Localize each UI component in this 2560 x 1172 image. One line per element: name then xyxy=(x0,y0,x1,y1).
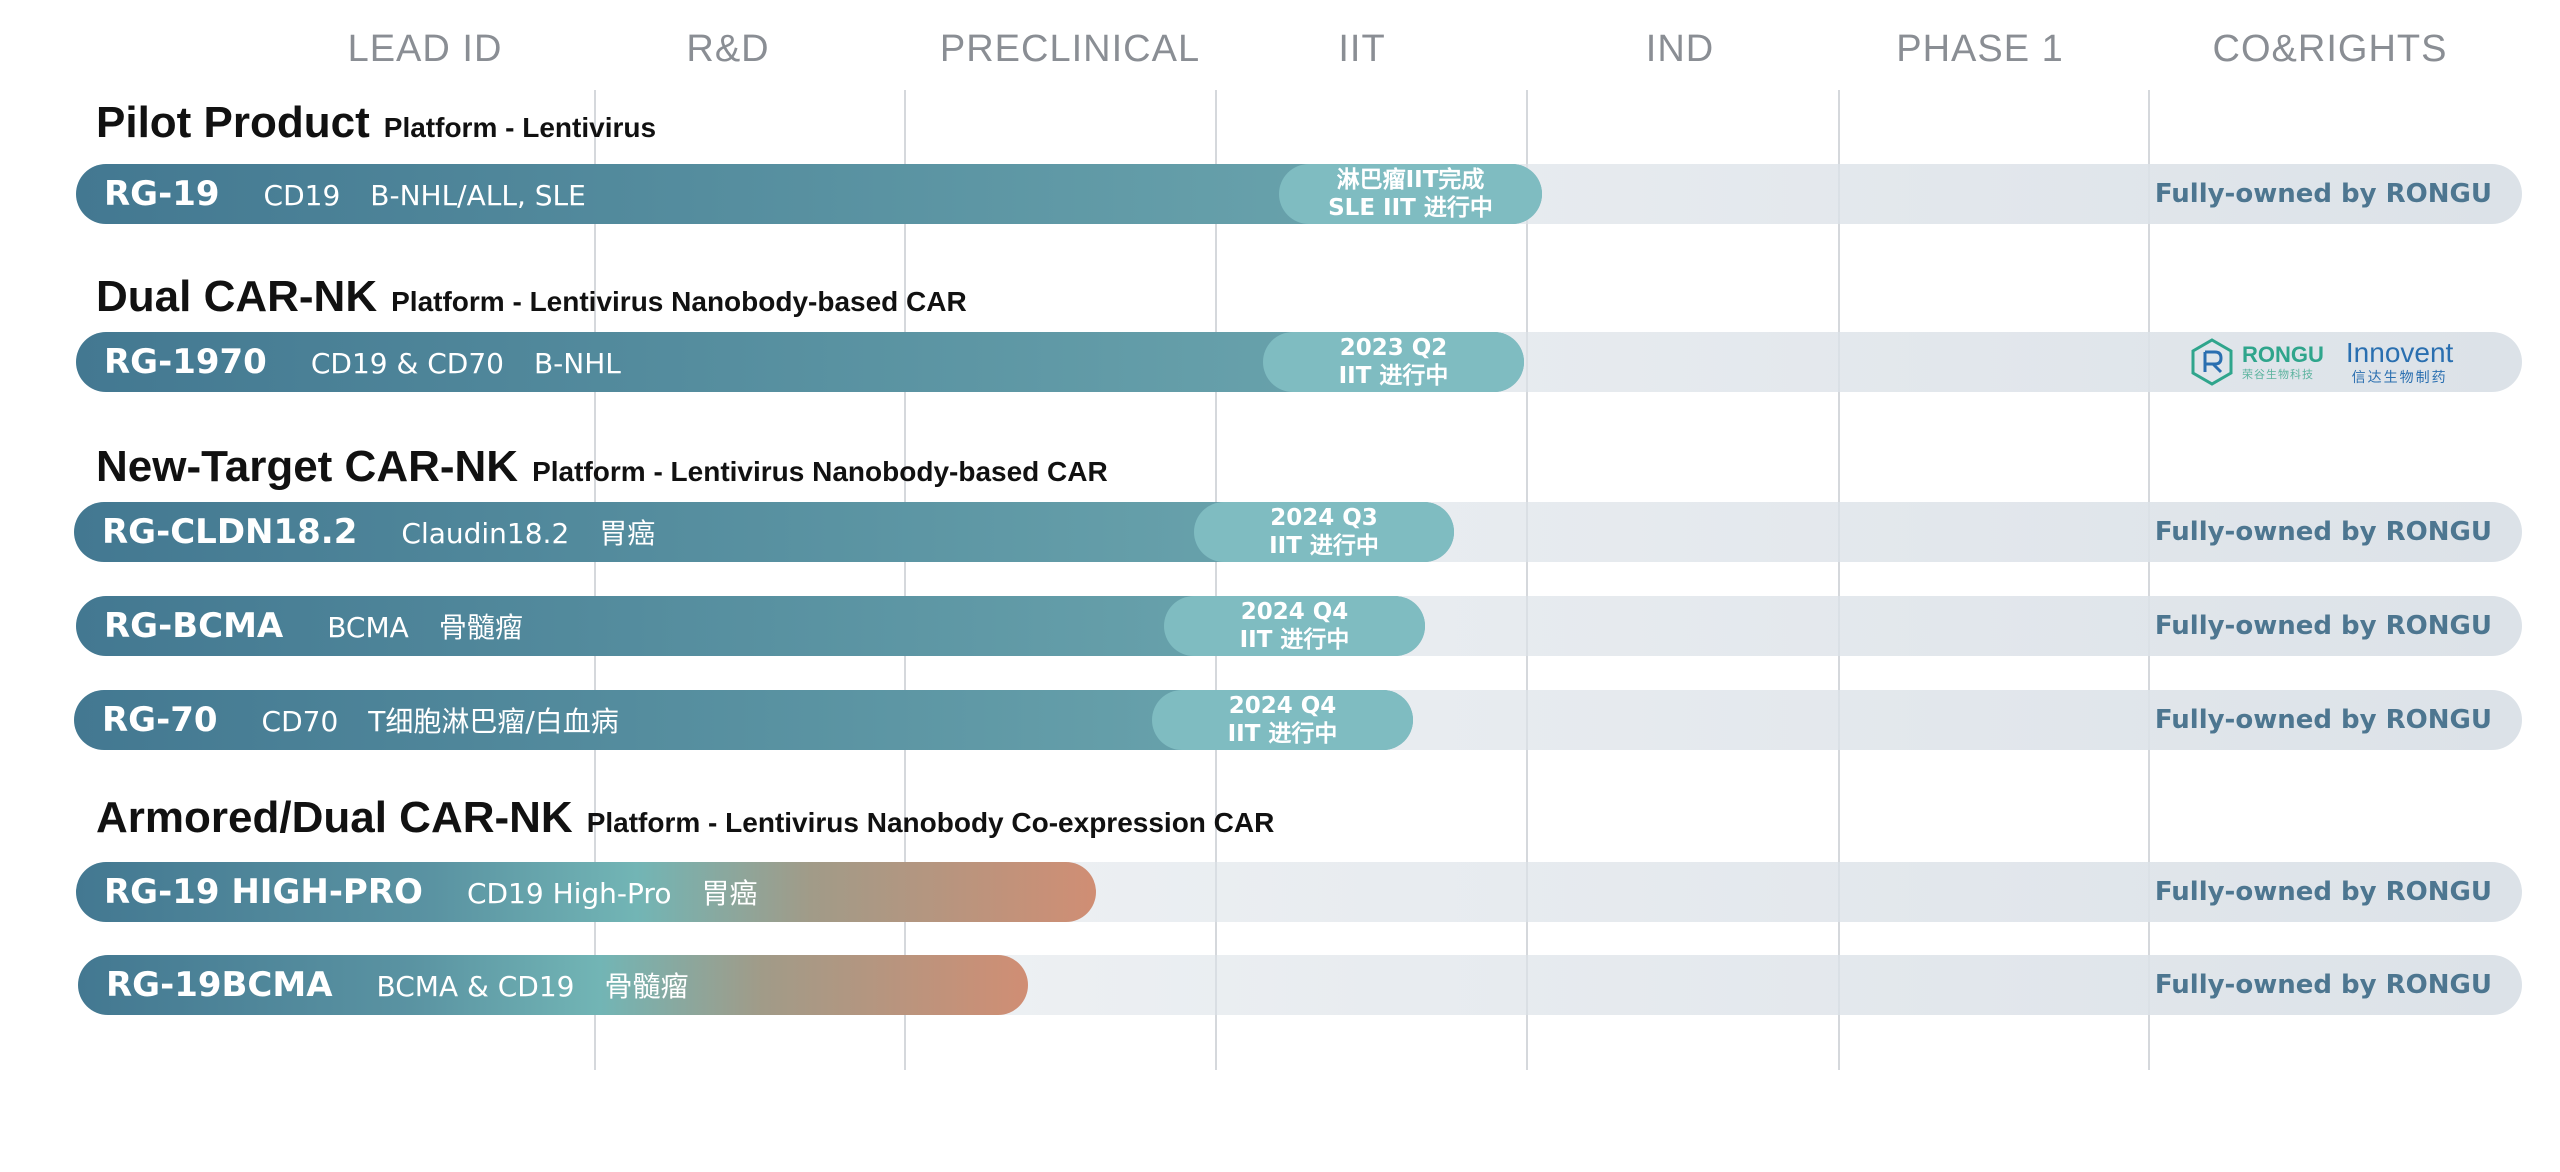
program-target: BCMA xyxy=(327,611,409,644)
section-title: Armored/Dual CAR-NK Platform - Lentivirus… xyxy=(96,793,1274,843)
program-code: RG-19BCMA xyxy=(106,965,333,1005)
program-code: RG-CLDN18.2 xyxy=(102,512,358,552)
program-target: CD70 xyxy=(261,705,339,738)
program-code: RG-70 xyxy=(102,700,218,740)
program-label: RG-70 CD70 T细胞淋巴瘤/白血病 xyxy=(74,690,619,750)
program-label: RG-CLDN18.2 Claudin18.2 胃癌 xyxy=(74,502,655,562)
program-code: RG-BCMA xyxy=(104,606,284,646)
rongu-logo: RONGU 荣谷生物科技 xyxy=(2190,338,2324,386)
section-platform: Platform - Lentivirus xyxy=(383,112,657,143)
program-code: RG-19 HIGH-PRO xyxy=(104,872,423,912)
status-badge: 2024 Q4 IIT 进行中 xyxy=(1152,690,1413,750)
rongu-logo-sub: 荣谷生物科技 xyxy=(2242,368,2314,381)
partner-logos: RONGU 荣谷生物科技 Innovent 信达生物制药 xyxy=(2190,332,2453,392)
program-progress-bar[interactable]: RG-19 HIGH-PRO CD19 High-Pro 胃癌 xyxy=(76,862,1096,922)
innovent-logo: Innovent 信达生物制药 xyxy=(2345,337,2454,386)
program-indication: T细胞淋巴瘤/白血病 xyxy=(368,705,619,738)
program-indication: B-NHL xyxy=(533,347,621,380)
section-name: Dual CAR-NK xyxy=(96,272,378,321)
status-line-1: 2024 Q3 xyxy=(1270,505,1378,531)
rongu-hexagon-icon xyxy=(2191,338,2233,386)
program-indication: 骨髓瘤 xyxy=(438,611,523,644)
program-indication: 胃癌 xyxy=(701,877,758,910)
rights-text: Fully-owned by RONGU xyxy=(2154,877,2492,907)
column-header: PRECLINICAL xyxy=(939,28,1201,70)
column-header: LEAD ID xyxy=(347,28,503,70)
program-indication: 骨髓瘤 xyxy=(604,970,689,1003)
section-platform: Platform - Lentivirus Nanobody-based CAR xyxy=(532,456,1108,487)
column-header: CO&RIGHTS xyxy=(2212,28,2448,70)
program-progress-bar[interactable]: RG-19BCMA BCMA & CD19 骨髓瘤 xyxy=(78,955,1028,1015)
stage-divider-line xyxy=(2148,90,2150,1070)
program-target: CD19 & CD70 xyxy=(310,347,504,380)
status-line-2: IIT 进行中 xyxy=(1338,363,1449,389)
program-target: CD19 xyxy=(263,179,341,212)
rongu-logo-text: RONGU 荣谷生物科技 xyxy=(2242,342,2324,381)
status-badge: 淋巴瘤IIT完成 SLE IIT 进行中 xyxy=(1279,164,1542,224)
status-badge: 2023 Q2 IIT 进行中 xyxy=(1263,332,1524,392)
column-header: IIT xyxy=(1338,28,1386,70)
program-target: Claudin18.2 xyxy=(401,517,570,550)
rongu-logo-name: RONGU xyxy=(2242,342,2324,367)
status-line-1: 2024 Q4 xyxy=(1240,599,1349,625)
program-code: RG-19 xyxy=(104,174,220,214)
status-badge: 2024 Q4 IIT 进行中 xyxy=(1164,596,1425,656)
rights-text: Fully-owned by RONGU xyxy=(2154,611,2492,641)
status-line-1: 淋巴瘤IIT完成 xyxy=(1336,167,1485,193)
stage-divider-line xyxy=(1838,90,1840,1070)
section-title: New-Target CAR-NK Platform - Lentivirus N… xyxy=(96,442,1108,492)
status-line-2: SLE IIT 进行中 xyxy=(1328,195,1493,221)
program-label: RG-19BCMA BCMA & CD19 骨髓瘤 xyxy=(78,955,689,1015)
status-line-1: 2024 Q4 xyxy=(1228,693,1337,719)
rights-text: Fully-owned by RONGU xyxy=(2154,179,2492,209)
status-line-1: 2023 Q2 xyxy=(1339,335,1448,361)
program-target: CD19 High-Pro xyxy=(466,877,672,910)
column-header: IND xyxy=(1645,28,1715,70)
rights-text: Fully-owned by RONGU xyxy=(2154,705,2492,735)
program-label: RG-BCMA BCMA 骨髓瘤 xyxy=(76,596,523,656)
program-indication: 胃癌 xyxy=(599,517,656,550)
program-label: RG-19 CD19 B-NHL/ALL, SLE xyxy=(76,164,586,224)
program-label: RG-1970 CD19 & CD70 B-NHL xyxy=(76,332,621,392)
section-name: Armored/Dual CAR-NK xyxy=(96,793,573,842)
section-platform: Platform - Lentivirus Nanobody-based CAR xyxy=(391,286,967,317)
program-code: RG-1970 xyxy=(104,342,267,382)
status-badge: 2024 Q3 IIT 进行中 xyxy=(1194,502,1454,562)
section-title: Dual CAR-NK Platform - Lentivirus Nanobod… xyxy=(96,272,967,322)
innovent-logo-name: Innovent xyxy=(2345,337,2454,368)
column-header: PHASE 1 xyxy=(1896,28,2064,70)
section-platform: Platform - Lentivirus Nanobody Co-expres… xyxy=(586,807,1275,838)
stage-divider-line xyxy=(1526,90,1528,1070)
stage-divider-line xyxy=(594,90,596,1070)
program-label: RG-19 HIGH-PRO CD19 High-Pro 胃癌 xyxy=(76,862,757,922)
section-name: New-Target CAR-NK xyxy=(96,442,519,491)
column-header: R&D xyxy=(686,28,770,70)
program-indication: B-NHL/ALL, SLE xyxy=(370,179,586,212)
rights-text: Fully-owned by RONGU xyxy=(2154,970,2492,1000)
section-title: Pilot Product Platform - Lentivirus xyxy=(96,98,656,148)
innovent-logo-sub: 信达生物制药 xyxy=(2351,370,2448,386)
rights-text: Fully-owned by RONGU xyxy=(2154,517,2492,547)
section-name: Pilot Product xyxy=(96,98,370,147)
status-line-2: IIT 进行中 xyxy=(1227,721,1338,747)
status-line-2: IIT 进行中 xyxy=(1239,627,1350,653)
program-target: BCMA & CD19 xyxy=(376,970,575,1003)
status-line-2: IIT 进行中 xyxy=(1269,533,1379,559)
stage-divider-line xyxy=(1215,90,1217,1070)
stage-divider-line xyxy=(904,90,906,1070)
